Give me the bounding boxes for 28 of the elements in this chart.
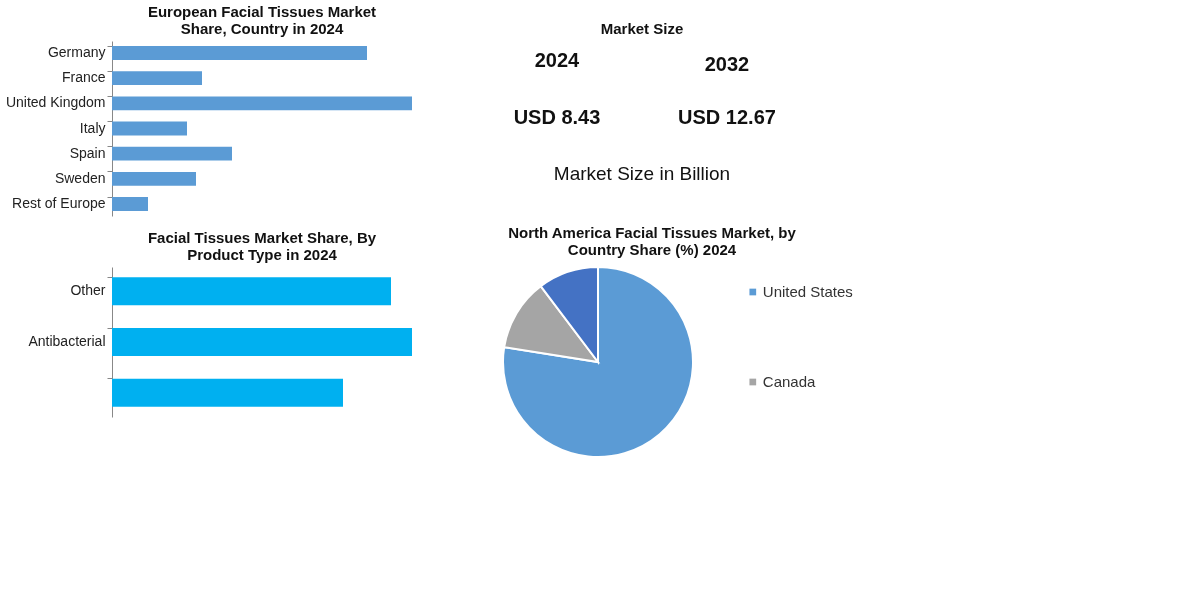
text: Market Size: [600, 20, 684, 37]
y-tick-label: Germany: [47, 43, 106, 60]
text: USD 12.67: [678, 105, 776, 128]
bar: [112, 96, 412, 111]
y-tick-label: Rest of Europe: [12, 195, 106, 212]
y-tick-label: Italy: [79, 119, 106, 136]
legend-label: Canada: [762, 373, 816, 390]
text: Market Size in Billion: [553, 162, 731, 184]
bar: [112, 171, 196, 186]
legend-label: United States: [762, 283, 853, 300]
y-tick-label: Antibacterial: [28, 333, 106, 349]
text: 2032: [704, 52, 750, 75]
bar: [112, 71, 202, 86]
y-tick-label: Spain: [69, 144, 106, 161]
y-tick-label: Sweden: [54, 169, 106, 186]
chart-title: European Facial Tissues Market Share, Country in 2024: [147, 3, 377, 37]
bar: [112, 46, 367, 60]
chart-title: North America Facial Tissues Market, by Country Share (%) 2024: [508, 224, 797, 258]
chart-title: Facial Tissues Market Share, By Product Type in 2024: [147, 229, 377, 263]
pie-slice: [502, 266, 694, 458]
y-tick-label: Other: [70, 282, 106, 299]
y-tick-label: France: [61, 69, 106, 86]
y-tick-label: United Kingdom: [5, 94, 106, 111]
bar: [112, 197, 148, 211]
bar: [112, 121, 187, 136]
bar: [112, 146, 232, 161]
text: 2024: [534, 49, 581, 72]
text: USD 8.43: [513, 105, 601, 128]
